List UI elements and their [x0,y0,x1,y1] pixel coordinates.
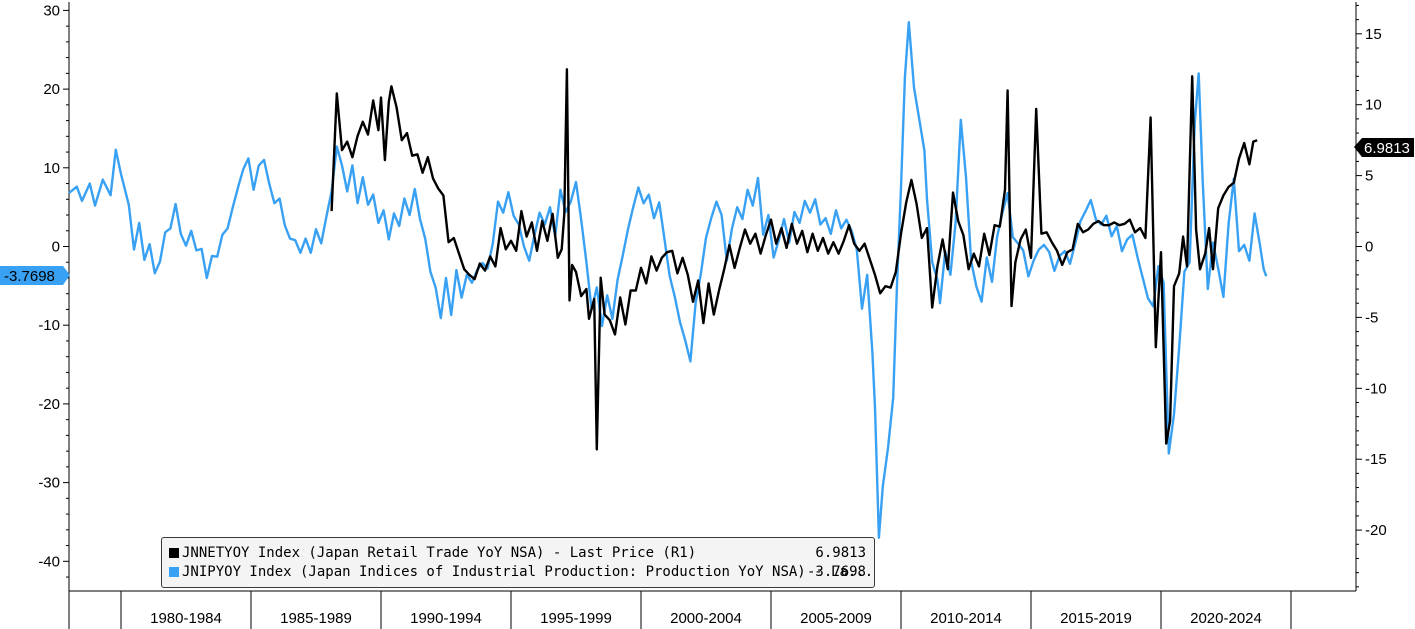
left-tick-label: -10 [38,317,60,334]
svg-text:-3.7698: -3.7698 [4,268,55,285]
x-tick-label: 1995-1999 [540,610,612,627]
series-layer [68,21,1268,539]
x-tick-label: 2000-2004 [670,610,742,627]
x-tick-label: 2015-2019 [1060,610,1132,627]
x-tick-label: 2005-2009 [800,610,872,627]
last-value-tags: 6.9813 -3.7698 [0,138,1414,285]
left-tick-label: 10 [43,160,60,177]
legend-swatch-black [169,548,179,558]
x-tick-label: 2010-2014 [930,610,1002,627]
left-tick-label: -30 [38,475,60,492]
legend-label: JNIPYOY Index (Japan Indices of Industri… [182,564,874,580]
x-tick-label: 1985-1989 [280,610,352,627]
left-tick-label: -20 [38,396,60,413]
x-tick-label: 2020-2024 [1190,610,1262,627]
left-tick-label: 0 [52,239,60,256]
legend-entry-industrial-production: JNIPYOY Index (Japan Indices of Industri… [169,563,873,581]
svg-text:6.9813: 6.9813 [1364,140,1410,157]
legend-entry-retail-trade: JNNETYOY Index (Japan Retail Trade YoY N… [169,544,866,562]
chart-legend: JNNETYOY Index (Japan Retail Trade YoY N… [161,537,875,588]
right-tick-label: -10 [1365,380,1387,397]
left-tick-label: 20 [43,81,60,98]
legend-swatch-blue [169,567,179,577]
right-tick-label: 5 [1365,168,1373,185]
series-retail-trade-line [330,68,1258,451]
left-tick-label: 30 [43,2,60,19]
right-tick-label: -15 [1365,451,1387,468]
x-axis: 1980-1984 1985-1989 1990-1994 1995-1999 2000… [68,590,1356,629]
legend-label: JNNETYOY Index (Japan Retail Trade YoY N… [182,545,697,561]
right-axis: 15 10 5 0 -5 -10 -15 -20 [1355,2,1387,591]
right-tick-label: -5 [1365,309,1378,326]
right-last-value-tag: 6.9813 [1354,138,1414,157]
legend-value: -3.7698 [806,564,866,580]
left-tick-label: -40 [38,553,60,570]
right-tick-label: 10 [1365,97,1382,114]
x-tick-label: 1990-1994 [410,610,482,627]
right-tick-label: 0 [1365,239,1373,256]
x-tick-label: 1980-1984 [150,610,222,627]
legend-value: 6.9813 [815,545,866,561]
series-industrial-production-line [68,21,1268,539]
left-last-value-tag: -3.7698 [0,266,70,285]
right-tick-label: 15 [1365,26,1382,43]
left-axis: 30 20 10 0 -10 -20 -30 -40 [38,2,70,591]
right-tick-label: -20 [1365,522,1387,539]
